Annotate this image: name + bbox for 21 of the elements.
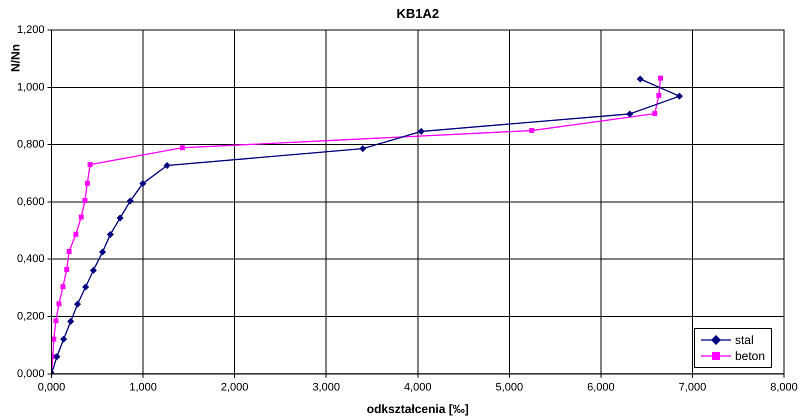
y-axis-title: N/Nn xyxy=(8,44,23,72)
y-tick-label: 0,600 xyxy=(16,196,45,208)
legend-label: beton xyxy=(734,348,765,363)
x-tick-label: 2,000 xyxy=(220,381,248,394)
x-tick-label: 1,000 xyxy=(129,381,157,394)
x-tick-label: 0,000 xyxy=(38,381,66,394)
y-tick-label: 0,400 xyxy=(16,253,45,266)
x-axis-title: odkształcenia [‰] xyxy=(366,402,469,416)
x-tick-label: 4,000 xyxy=(404,381,432,394)
y-tick-label: 1,000 xyxy=(16,81,45,94)
y-tick-label: 1,200 xyxy=(16,24,45,36)
x-tick-label: 3,000 xyxy=(312,381,340,394)
x-tick-label: 7,000 xyxy=(678,381,706,394)
y-tick-label: 0,000 xyxy=(16,368,45,380)
y-tick-label: 0,800 xyxy=(16,138,45,151)
x-tick-label: 8,000 xyxy=(770,381,798,394)
x-tick-label: 5,000 xyxy=(496,381,524,394)
x-tick-label: 6,000 xyxy=(587,381,615,394)
legend-label: stal xyxy=(734,332,754,347)
chart-title: KB1A2 xyxy=(396,6,440,21)
y-tick-label: 0,200 xyxy=(16,310,45,323)
